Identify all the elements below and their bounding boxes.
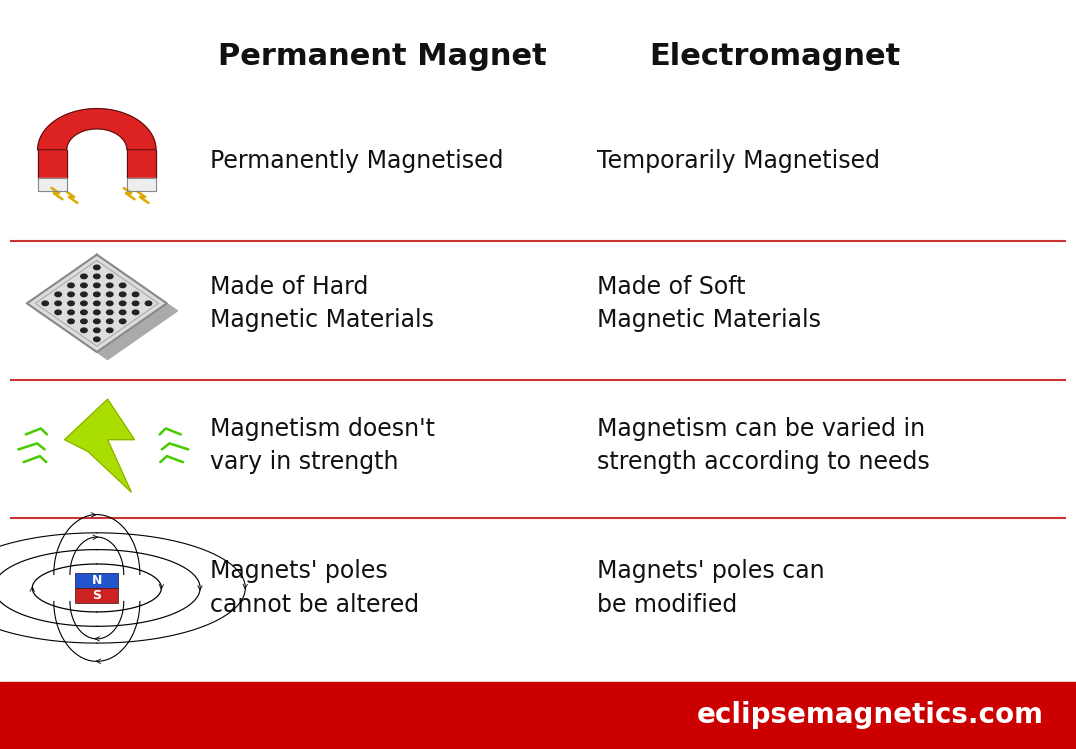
Circle shape bbox=[81, 328, 87, 333]
Circle shape bbox=[55, 310, 61, 315]
Text: Made of Soft
Magnetic Materials: Made of Soft Magnetic Materials bbox=[597, 275, 821, 332]
Polygon shape bbox=[38, 150, 67, 178]
Circle shape bbox=[42, 301, 48, 306]
Circle shape bbox=[68, 301, 74, 306]
Bar bbox=[75, 573, 118, 588]
Circle shape bbox=[81, 310, 87, 315]
Polygon shape bbox=[38, 109, 156, 150]
Text: eclipsemagnetics.com: eclipsemagnetics.com bbox=[697, 701, 1044, 730]
Circle shape bbox=[119, 301, 126, 306]
Text: Made of Hard
Magnetic Materials: Made of Hard Magnetic Materials bbox=[210, 275, 434, 332]
Circle shape bbox=[94, 319, 100, 324]
Circle shape bbox=[132, 301, 139, 306]
Circle shape bbox=[94, 274, 100, 279]
Text: Magnets' poles
cannot be altered: Magnets' poles cannot be altered bbox=[210, 560, 419, 616]
Circle shape bbox=[119, 310, 126, 315]
Polygon shape bbox=[38, 262, 178, 360]
Circle shape bbox=[94, 328, 100, 333]
Circle shape bbox=[94, 265, 100, 270]
Circle shape bbox=[145, 301, 152, 306]
Circle shape bbox=[68, 319, 74, 324]
Text: Permanently Magnetised: Permanently Magnetised bbox=[210, 149, 504, 173]
Circle shape bbox=[119, 283, 126, 288]
Polygon shape bbox=[127, 150, 156, 178]
Circle shape bbox=[107, 310, 113, 315]
Circle shape bbox=[55, 292, 61, 297]
Text: Electromagnet: Electromagnet bbox=[649, 42, 901, 70]
Circle shape bbox=[94, 292, 100, 297]
Circle shape bbox=[94, 337, 100, 342]
Circle shape bbox=[81, 292, 87, 297]
Circle shape bbox=[107, 274, 113, 279]
Circle shape bbox=[68, 283, 74, 288]
Text: Magnetism can be varied in
strength according to needs: Magnetism can be varied in strength acco… bbox=[597, 417, 930, 474]
Polygon shape bbox=[127, 178, 156, 191]
Circle shape bbox=[81, 283, 87, 288]
Circle shape bbox=[94, 301, 100, 306]
Circle shape bbox=[132, 292, 139, 297]
Circle shape bbox=[68, 310, 74, 315]
Polygon shape bbox=[65, 399, 134, 492]
Text: N: N bbox=[91, 574, 102, 587]
Polygon shape bbox=[27, 255, 167, 352]
Circle shape bbox=[94, 310, 100, 315]
Circle shape bbox=[107, 283, 113, 288]
Circle shape bbox=[132, 310, 139, 315]
Circle shape bbox=[107, 319, 113, 324]
Text: Permanent Magnet: Permanent Magnet bbox=[217, 42, 547, 70]
Circle shape bbox=[81, 274, 87, 279]
Circle shape bbox=[81, 301, 87, 306]
Bar bbox=[75, 588, 118, 603]
Circle shape bbox=[107, 328, 113, 333]
Circle shape bbox=[81, 319, 87, 324]
Circle shape bbox=[119, 319, 126, 324]
Circle shape bbox=[68, 292, 74, 297]
Text: Magnets' poles can
be modified: Magnets' poles can be modified bbox=[597, 560, 825, 616]
Text: Magnetism doesn't
vary in strength: Magnetism doesn't vary in strength bbox=[210, 417, 435, 474]
Circle shape bbox=[94, 283, 100, 288]
Text: S: S bbox=[93, 589, 101, 602]
Circle shape bbox=[107, 292, 113, 297]
Bar bbox=[0, 682, 1076, 749]
Text: Temporarily Magnetised: Temporarily Magnetised bbox=[597, 149, 880, 173]
Circle shape bbox=[107, 301, 113, 306]
Polygon shape bbox=[38, 178, 67, 191]
Circle shape bbox=[55, 301, 61, 306]
Circle shape bbox=[119, 292, 126, 297]
